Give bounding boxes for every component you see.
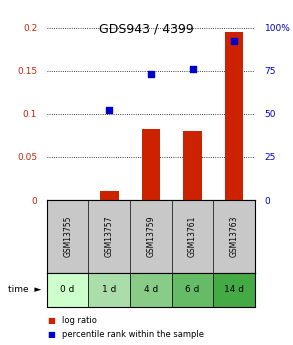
Point	[190, 66, 195, 72]
Bar	[172, 273, 213, 307]
Text: GSM13755: GSM13755	[63, 216, 72, 257]
Text: ■: ■	[47, 316, 55, 325]
Text: GSM13763: GSM13763	[230, 216, 239, 257]
Text: 14 d: 14 d	[224, 285, 244, 294]
Text: 1 d: 1 d	[102, 285, 117, 294]
Text: 6 d: 6 d	[185, 285, 200, 294]
Text: GSM13757: GSM13757	[105, 216, 114, 257]
Bar	[213, 273, 255, 307]
Text: time  ►: time ►	[8, 285, 41, 294]
Text: ■: ■	[47, 330, 55, 339]
Text: 0 d: 0 d	[60, 285, 75, 294]
Bar	[225, 32, 243, 200]
Text: log ratio: log ratio	[62, 316, 96, 325]
Point	[107, 108, 112, 113]
Bar	[88, 273, 130, 307]
Text: GDS943 / 4399: GDS943 / 4399	[99, 22, 194, 36]
Text: 4 d: 4 d	[144, 285, 158, 294]
Text: GSM13759: GSM13759	[146, 216, 155, 257]
Bar	[100, 191, 119, 200]
Point	[149, 71, 153, 77]
Point	[232, 39, 236, 44]
Bar	[183, 131, 202, 200]
Text: GSM13761: GSM13761	[188, 216, 197, 257]
Bar	[47, 273, 88, 307]
Bar	[130, 273, 172, 307]
Bar	[142, 128, 160, 200]
Text: percentile rank within the sample: percentile rank within the sample	[62, 330, 204, 339]
